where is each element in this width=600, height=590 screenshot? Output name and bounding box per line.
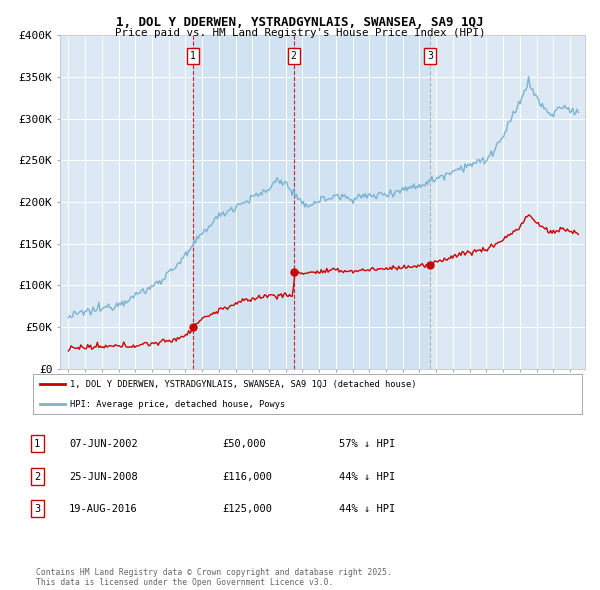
Text: £125,000: £125,000	[222, 504, 272, 513]
Text: 1, DOL Y DDERWEN, YSTRADGYNLAIS, SWANSEA, SA9 1QJ (detached house): 1, DOL Y DDERWEN, YSTRADGYNLAIS, SWANSEA…	[70, 379, 417, 389]
Text: 44% ↓ HPI: 44% ↓ HPI	[339, 504, 395, 513]
Text: 2: 2	[291, 51, 296, 61]
Text: 1: 1	[34, 439, 40, 448]
Text: £50,000: £50,000	[222, 439, 266, 448]
Text: 44% ↓ HPI: 44% ↓ HPI	[339, 472, 395, 481]
Text: HPI: Average price, detached house, Powys: HPI: Average price, detached house, Powy…	[70, 399, 286, 409]
Text: 07-JUN-2002: 07-JUN-2002	[69, 439, 138, 448]
Text: 2: 2	[34, 472, 40, 481]
Bar	[294, 35, 430, 369]
Text: 19-AUG-2016: 19-AUG-2016	[69, 504, 138, 513]
Text: Contains HM Land Registry data © Crown copyright and database right 2025.
This d: Contains HM Land Registry data © Crown c…	[36, 568, 392, 587]
Text: 1: 1	[190, 51, 196, 61]
Text: 1, DOL Y DDERWEN, YSTRADGYNLAIS, SWANSEA, SA9 1QJ: 1, DOL Y DDERWEN, YSTRADGYNLAIS, SWANSEA…	[116, 16, 484, 29]
Text: 25-JUN-2008: 25-JUN-2008	[69, 472, 138, 481]
Text: 3: 3	[427, 51, 433, 61]
Bar	[193, 35, 294, 369]
Text: 57% ↓ HPI: 57% ↓ HPI	[339, 439, 395, 448]
Text: 3: 3	[34, 504, 40, 513]
Text: £116,000: £116,000	[222, 472, 272, 481]
Text: Price paid vs. HM Land Registry's House Price Index (HPI): Price paid vs. HM Land Registry's House …	[115, 28, 485, 38]
